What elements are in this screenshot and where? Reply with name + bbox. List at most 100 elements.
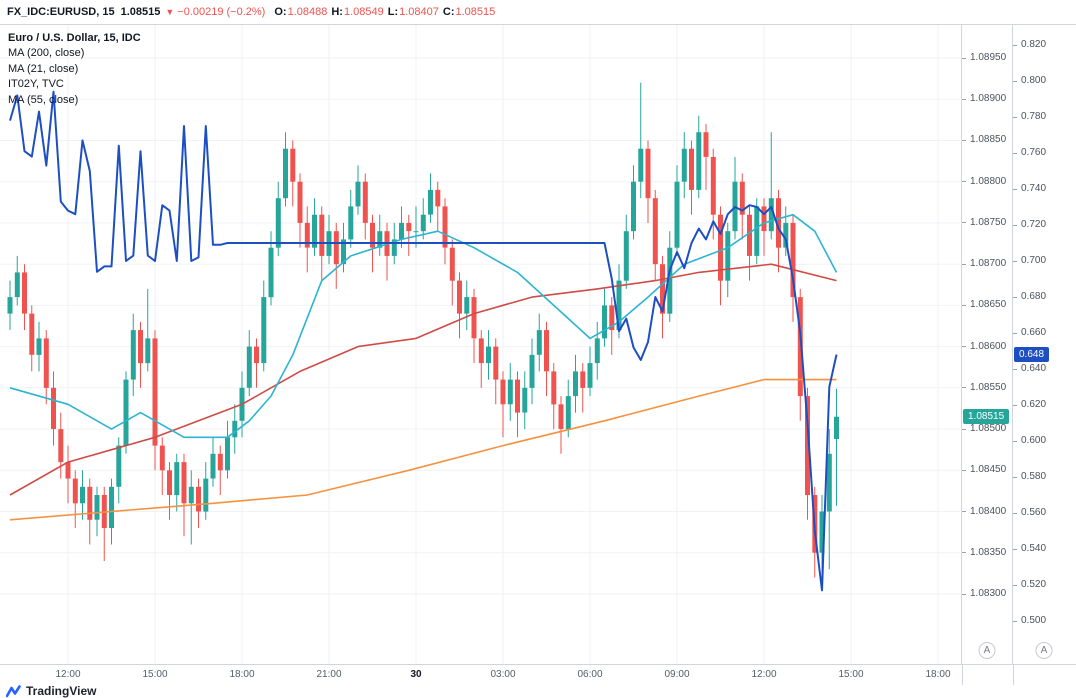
auto-scale-button[interactable]: A [1035,642,1053,659]
yield-axis-label: 0.560 [1021,507,1047,518]
price-tick [962,552,966,554]
yield-axis-label: 0.580 [1021,471,1047,482]
yield-axis-label: 0.740 [1021,183,1047,194]
yield-tick [1013,368,1017,370]
yield-axis[interactable]: A 0.820 0.800 0.780 0.760 0.740 0.720 0.700 0.6… [1013,25,1075,664]
price-tick [962,98,966,100]
close-value: 1.08515 [455,6,496,18]
price-axis-label: 1.08750 [970,216,1007,228]
yield-tick [1013,44,1017,46]
auto-scale-button[interactable]: A [978,642,996,659]
time-axis-label: 06:00 [577,669,603,680]
price-change: −0.00219 (−0.2%) [177,6,266,18]
yield-axis-label: 0.500 [1021,615,1047,626]
price-tick [962,511,966,513]
axis-separator [1013,665,1014,685]
chart-pane[interactable]: Euro / U.S. Dollar, 15, IDC MA (200, clo… [0,25,962,664]
time-axis-label: 15:00 [142,669,168,680]
price-axis-label: 1.08600 [970,340,1007,352]
time-axis-label: 15:00 [838,669,864,680]
open-value: 1.08488 [287,6,328,18]
yield-axis-label: 0.700 [1021,255,1047,266]
tradingview-logo-icon[interactable] [6,684,22,698]
yield-axis-label: 0.640 [1021,363,1047,374]
price-tick [962,428,966,430]
time-axis-label: 12:00 [751,669,777,680]
legend-ma21[interactable]: MA (21, close) [8,62,79,75]
yield-axis-label: 0.720 [1021,219,1047,230]
price-axis-label: 1.08800 [970,175,1007,187]
price-tick [962,469,966,471]
time-axis-label: 21:00 [316,669,342,680]
price-tick [962,139,966,141]
tradingview-brand[interactable]: TradingView [26,684,97,698]
candles-series [7,82,839,578]
yield-tick [1013,80,1017,82]
legend-symbol[interactable]: Euro / U.S. Dollar, 15, IDC [8,32,141,44]
price-axis-label: 1.08900 [970,93,1007,105]
yield-tick [1013,404,1017,406]
yield-tick [1013,476,1017,478]
yield-axis-label: 0.760 [1021,147,1047,158]
price-axis-label: 1.08400 [970,505,1007,517]
yield-tick [1013,188,1017,190]
yield-axis-label: 0.660 [1021,327,1047,338]
yield-axis-label: 0.800 [1021,75,1047,86]
price-tick [962,346,966,348]
close-label: C: [442,6,455,18]
axis-separator [962,665,963,685]
last-price-badge: 1.08515 [963,409,1010,425]
price-axis-label: 1.08850 [970,134,1007,146]
time-axis-label: 18:00 [229,669,255,680]
time-axis-label: 12:00 [55,669,81,680]
price-axis-label: 1.08700 [970,258,1007,270]
ma55-line [9,263,837,496]
price-axis-label: 1.08300 [970,588,1007,599]
yield-tick [1013,224,1017,226]
chart-area: Euro / U.S. Dollar, 15, IDC MA (200, clo… [0,24,1076,664]
yield-tick [1013,116,1017,118]
symbol-info-bar: FX_IDC:EURUSD, 15 1.08515 ▼ −0.00219 (−0… [0,0,1076,24]
last-yield-badge: 0.648 [1014,347,1050,363]
yield-axis-label: 0.680 [1021,291,1047,302]
symbol-title[interactable]: FX_IDC:EURUSD, 15 [7,6,115,18]
yield-axis-label: 0.600 [1021,435,1047,446]
price-axis[interactable]: A 1.08950 1.08900 1.08850 1.08800 1.08750 1.0… [962,25,1013,664]
legend-ma200[interactable]: MA (200, close) [8,47,85,60]
yield-axis-label: 0.820 [1021,39,1047,50]
yield-tick [1013,620,1017,622]
open-label: O: [274,6,287,18]
price-tick [962,222,966,224]
yield-tick [1013,332,1017,334]
yield-tick [1013,548,1017,550]
price-axis-label: 1.08450 [970,464,1007,476]
price-axis-label: 1.08550 [970,381,1007,393]
main-chart[interactable] [0,25,962,664]
footer: TradingView [0,684,1076,698]
down-arrow-icon: ▼ [165,7,175,17]
time-axis-label: 18:00 [925,669,951,680]
last-price-value: 1.08515 [120,6,161,18]
price-tick [962,57,966,59]
yield-tick [1013,584,1017,586]
legend-ma55[interactable]: MA (55, close) [8,93,79,106]
price-tick [962,387,966,389]
yield-axis-label: 0.540 [1021,543,1047,554]
low-label: L: [387,6,399,18]
legend-it02y[interactable]: IT02Y, TVC [8,78,64,91]
yield-axis-label: 0.520 [1021,579,1047,590]
price-tick [962,304,966,306]
yield-tick [1013,296,1017,298]
time-axis[interactable]: 12:00 15:00 18:00 21:00 30 03:00 06:00 09:00 12:… [0,664,1076,685]
price-axis-label: 1.08500 [970,423,1007,435]
it02y-line [9,90,838,592]
high-value: 1.08549 [343,6,384,18]
yield-axis-label: 0.780 [1021,111,1047,122]
yield-tick [1013,440,1017,442]
price-tick [962,181,966,183]
price-axis-label: 1.08950 [970,52,1007,63]
price-axis-label: 1.08350 [970,546,1007,558]
high-label: H: [331,6,343,18]
price-axis-label: 1.08650 [970,299,1007,311]
price-tick [962,593,966,595]
